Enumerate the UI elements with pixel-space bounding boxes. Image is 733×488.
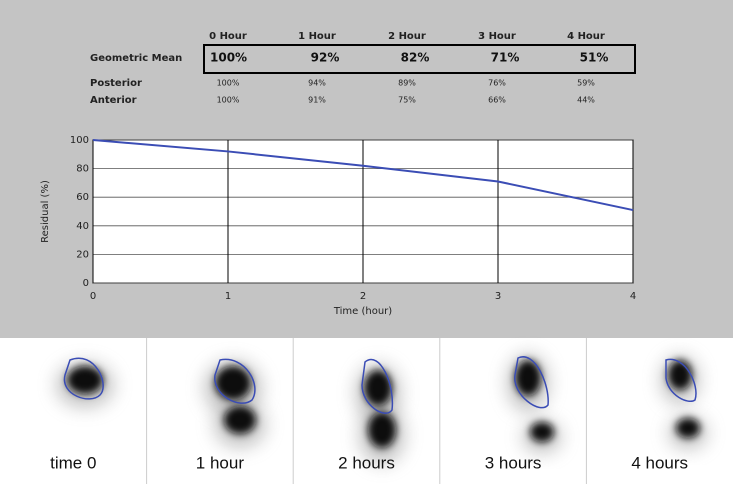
cell: 100% [217, 96, 240, 105]
cell: 75% [398, 96, 416, 105]
scan-blob [668, 360, 692, 390]
x-tick-label: 3 [495, 291, 501, 302]
y-tick-label: 40 [76, 221, 89, 232]
cell: 89% [398, 79, 416, 88]
panel-label: 2 hours [338, 453, 395, 472]
cell: 82% [401, 51, 430, 65]
column-header: 0 Hour [209, 31, 247, 42]
cell: 92% [311, 51, 340, 65]
cell: 76% [488, 79, 506, 88]
column-header: 4 Hour [567, 31, 605, 42]
x-tick-label: 2 [360, 291, 366, 302]
cell: 59% [577, 79, 595, 88]
x-tick-label: 1 [225, 291, 231, 302]
x-tick-label: 4 [630, 291, 636, 302]
scan-blob [364, 370, 392, 406]
column-header: 2 Hour [388, 31, 426, 42]
y-tick-label: 20 [76, 249, 89, 260]
scan-blob [676, 418, 700, 438]
scan-blob [368, 412, 396, 448]
y-tick-label: 100 [70, 135, 89, 146]
cell: 44% [577, 96, 595, 105]
cell: 91% [308, 96, 326, 105]
scan-blob [215, 366, 251, 400]
y-axis-label: Residual (%) [40, 180, 51, 243]
scan-blob [530, 422, 554, 442]
cell: 100% [210, 51, 247, 65]
cell: 71% [491, 51, 520, 65]
row-label: Posterior [90, 78, 142, 89]
panel-label: 1 hour [196, 453, 245, 472]
x-tick-label: 0 [90, 291, 96, 302]
scan-blob [224, 406, 256, 434]
figure: 0 Hour 1 Hour 2 Hour 3 Hour 4 Hour Geometric … [0, 0, 733, 484]
panel-label: 3 hours [485, 453, 542, 472]
y-tick-label: 80 [76, 164, 89, 175]
cell: 51% [580, 51, 609, 65]
y-tick-label: 0 [83, 278, 89, 289]
cell: 66% [488, 96, 506, 105]
cell: 94% [308, 79, 326, 88]
column-header: 3 Hour [478, 31, 516, 42]
row-label: Anterior [90, 95, 137, 106]
row-label: Geometric Mean [90, 53, 182, 64]
cell: 100% [217, 79, 240, 88]
panel-label: 4 hours [631, 453, 688, 472]
x-axis-label: Time (hour) [333, 306, 392, 317]
panel-label: time 0 [50, 453, 96, 472]
column-header: 1 Hour [298, 31, 336, 42]
y-tick-label: 60 [76, 192, 89, 203]
